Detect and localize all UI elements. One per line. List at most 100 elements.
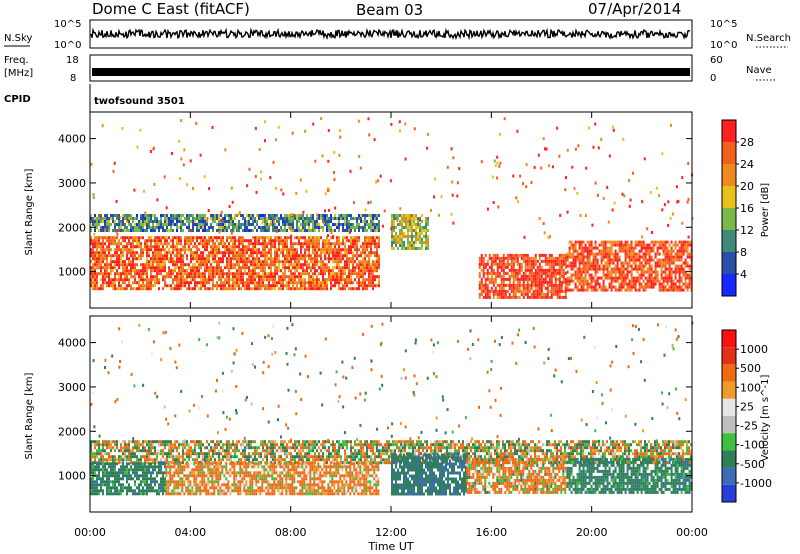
heatmap-cell (554, 262, 557, 266)
heatmap-cell (592, 264, 595, 268)
heatmap-cell (188, 446, 190, 450)
heatmap-cell (608, 270, 611, 274)
heatmap-cell (550, 286, 553, 290)
nsky-strip-frame (89, 19, 693, 49)
heatmap-cell (238, 266, 240, 270)
heatmap-cell (578, 267, 581, 271)
heatmap-cell (370, 275, 372, 279)
heatmap-cell (646, 279, 649, 283)
heatmap-cell (238, 236, 240, 240)
heatmap-cell (348, 260, 350, 264)
heatmap-cell (120, 220, 122, 223)
heatmap-cell (104, 278, 106, 282)
heatmap-cell (636, 240, 639, 244)
heatmap-cell (288, 254, 290, 258)
heatmap-cell (667, 223, 670, 227)
heatmap-cell (688, 276, 691, 280)
heatmap-cell (276, 226, 278, 229)
heatmap-cell (154, 440, 156, 444)
heatmap-cell (580, 282, 583, 286)
heatmap-cell (590, 273, 593, 277)
heatmap-cell (624, 276, 627, 280)
heatmap-cell (512, 280, 515, 284)
heatmap-cell (280, 229, 282, 232)
heatmap-cell (376, 245, 378, 249)
heatmap-cell (148, 248, 150, 252)
heatmap-cell (584, 267, 587, 271)
heatmap-cell (238, 248, 240, 252)
heatmap-cell (156, 217, 158, 220)
heatmap-cell (425, 247, 427, 250)
heatmap-cell (316, 226, 318, 229)
heatmap-cell (310, 239, 312, 243)
heatmap-cell (198, 455, 200, 459)
heatmap-cell (160, 269, 162, 273)
heatmap-cell (663, 203, 666, 207)
heatmap-cell (602, 243, 605, 247)
heatmap-cell (532, 259, 535, 263)
heatmap-cell (120, 223, 122, 226)
heatmap-cell (170, 455, 172, 459)
heatmap-cell (94, 272, 96, 276)
heatmap-cell (674, 240, 677, 244)
heatmap-cell (202, 458, 204, 462)
heatmap-cell (586, 288, 589, 292)
heatmap-cell (126, 248, 128, 252)
heatmap-cell (616, 264, 619, 268)
heatmap-cell (108, 446, 110, 450)
heatmap-cell (678, 255, 681, 259)
heatmap-cell (136, 239, 138, 243)
heatmap-cell (122, 220, 124, 223)
heatmap-cell (102, 257, 104, 261)
heatmap-cell (100, 245, 102, 249)
heatmap-cell (668, 249, 671, 253)
heatmap-cell (148, 452, 150, 456)
heatmap-cell (354, 269, 356, 273)
heatmap-cell (196, 284, 198, 288)
heatmap-cell (190, 251, 192, 255)
heatmap-cell (196, 251, 198, 255)
heatmap-cell (514, 253, 517, 257)
heatmap-cell (144, 223, 146, 226)
heatmap-cell (136, 223, 138, 226)
heatmap-cell (556, 286, 559, 290)
heatmap-cell (132, 254, 134, 258)
heatmap-cell (118, 440, 120, 444)
heatmap-cell (324, 272, 326, 276)
heatmap-cell (666, 273, 669, 277)
heatmap-cell (102, 449, 104, 453)
heatmap-cell (490, 280, 493, 284)
heatmap-cell (364, 236, 366, 240)
heatmap-cell (616, 261, 619, 265)
heatmap-cell (174, 440, 176, 444)
heatmap-cell (112, 260, 114, 264)
nave-label: Nave (746, 65, 772, 76)
heatmap-cell (374, 223, 376, 226)
heatmap-cell (156, 251, 158, 255)
heatmap-cell (688, 240, 691, 244)
heatmap-cell (192, 214, 194, 217)
heatmap-cell (498, 259, 501, 263)
heatmap-cell (114, 239, 116, 243)
heatmap-cell (370, 251, 372, 255)
heatmap-cell (104, 266, 106, 270)
heatmap-cell (560, 295, 563, 299)
heatmap-cell (566, 288, 569, 292)
heatmap-cell (588, 273, 591, 277)
heatmap-cell (580, 276, 583, 280)
heatmap-cell (405, 217, 407, 220)
heatmap-cell (274, 278, 276, 282)
heatmap-cell (339, 129, 341, 132)
heatmap-cell (200, 443, 202, 447)
heatmap-cell (270, 263, 272, 267)
heatmap-cell (102, 229, 104, 232)
heatmap-cell (90, 284, 92, 288)
heatmap-cell (140, 257, 142, 261)
heatmap-cell (272, 245, 274, 249)
heatmap-cell (100, 214, 102, 218)
heatmap-cell (102, 251, 104, 255)
heatmap-cell (118, 216, 121, 220)
heatmap-cell (626, 270, 629, 274)
heatmap-cell (274, 284, 276, 288)
heatmap-cell (156, 266, 158, 270)
